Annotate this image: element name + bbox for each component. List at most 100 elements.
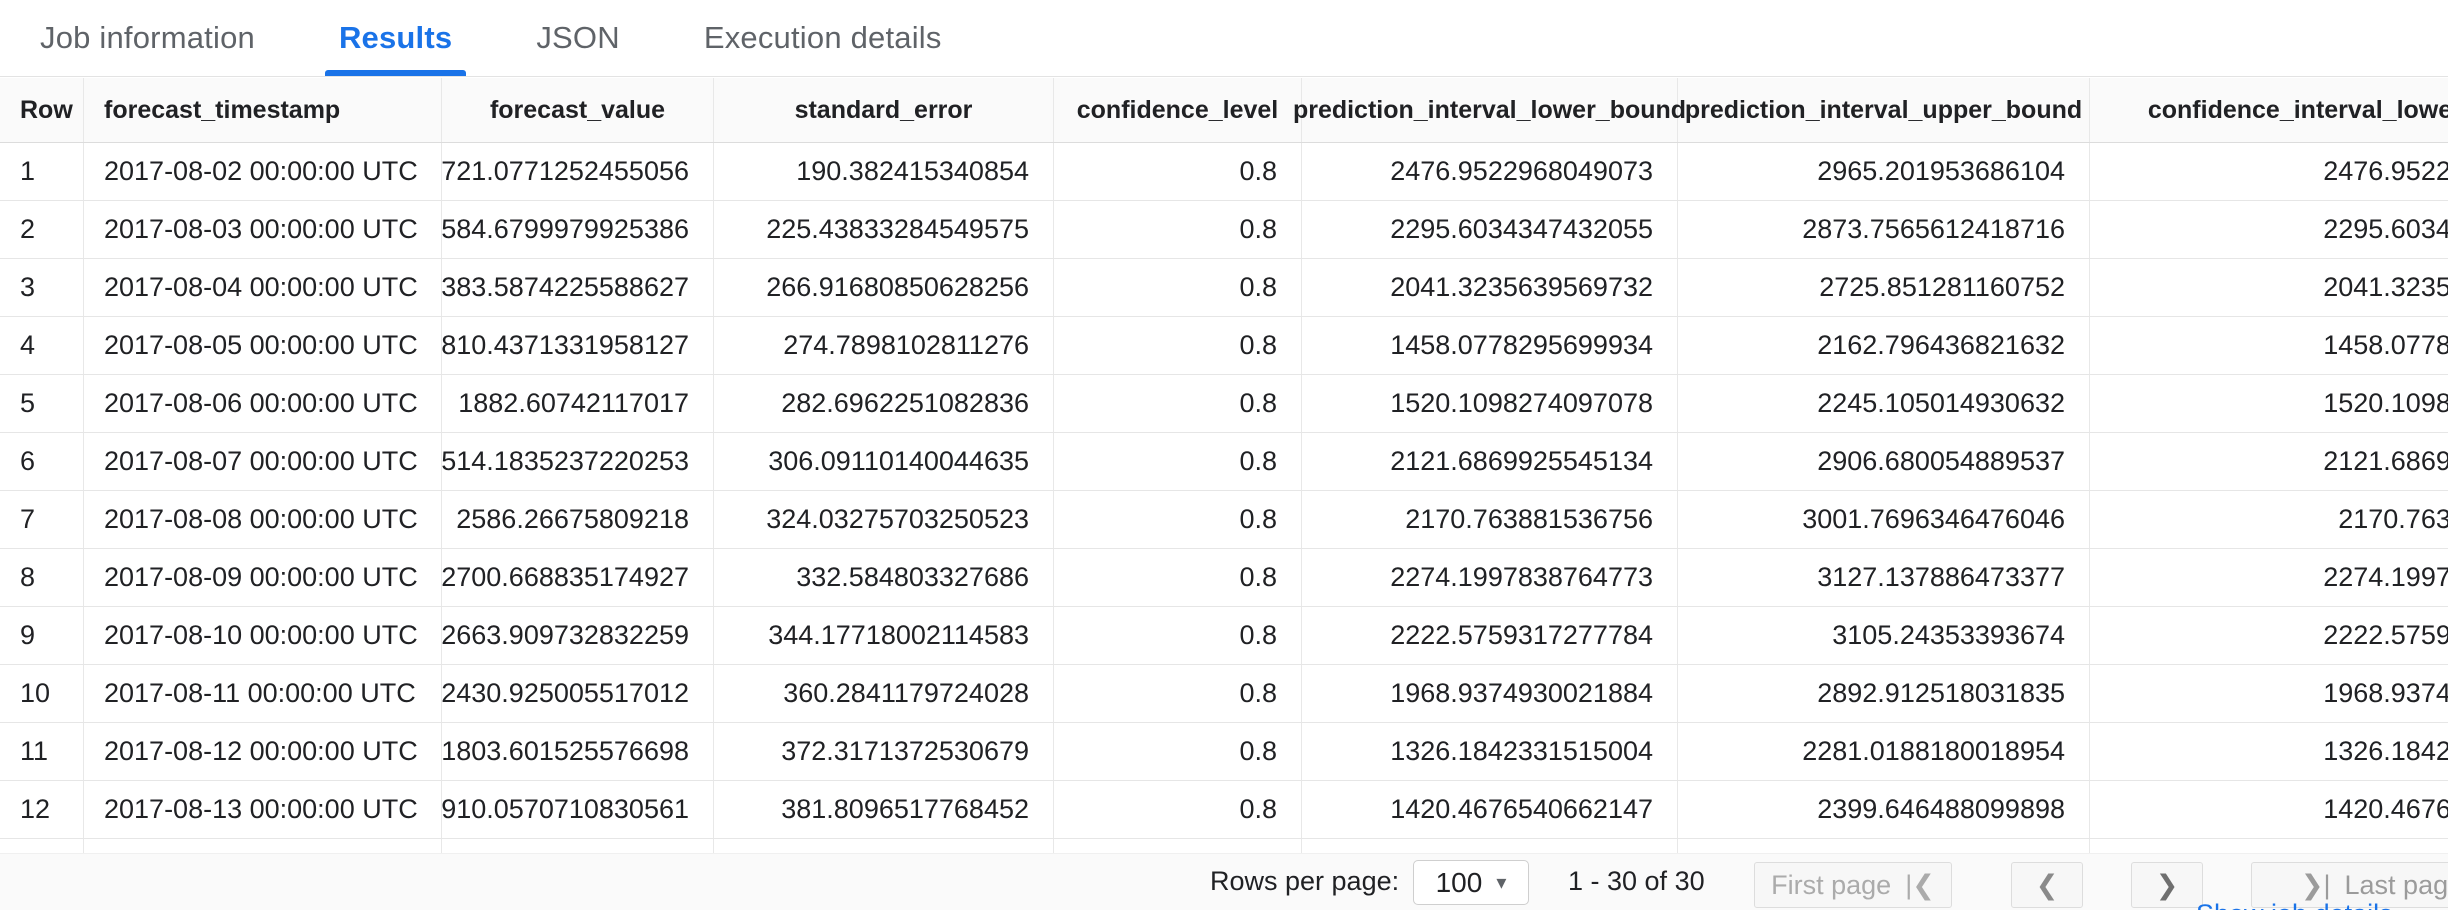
table-body: 1 2017-08-02 00:00:00 UTC 2721.07712524550…: [0, 143, 2448, 856]
cell-confidence_level: 0.8: [1054, 259, 1302, 316]
next-page-button[interactable]: ❯: [2131, 862, 2203, 908]
cell-prediction_interval_upper_bound: 2245.105014930632: [1678, 375, 2090, 432]
cell-forecast_value: 1910.0570710830561: [442, 781, 714, 838]
cell-confidence_level: 0.8: [1054, 317, 1302, 374]
cell-row: 9: [0, 607, 84, 664]
first-page-label: First page: [1771, 869, 1892, 900]
cell-forecast_timestamp: 2017-08-13 00:00:00 UTC: [84, 781, 442, 838]
cell-row: 3: [0, 259, 84, 316]
cell-standard_error: 306.09110140044635: [714, 433, 1054, 490]
cell-forecast_timestamp: 2017-08-08 00:00:00 UTC: [84, 491, 442, 548]
cell-confidence_level: 0.8: [1054, 549, 1302, 606]
cell-row: 12: [0, 781, 84, 838]
results-table: Row forecast_timestamp forecast_value stand…: [0, 78, 2448, 856]
previous-page-button[interactable]: ❮: [2011, 862, 2083, 908]
cell-prediction_interval_lower_bound: 2274.1997838764773: [1302, 549, 1678, 606]
rows-per-page-select[interactable]: 100 ▾: [1413, 860, 1529, 905]
column-header-forecast_timestamp: forecast_timestamp: [84, 78, 442, 142]
cell-empty: [714, 839, 1054, 856]
cell-forecast_timestamp: 2017-08-12 00:00:00 UTC: [84, 723, 442, 780]
cell-empty: [84, 839, 442, 856]
cell-standard_error: 282.6962251082836: [714, 375, 1054, 432]
cell-prediction_interval_upper_bound: 2965.201953686104: [1678, 143, 2090, 200]
cell-confidence_interval_lower_bound: 2121.6869925545134: [2323, 446, 2448, 476]
table-row: 2 2017-08-03 00:00:00 UTC 2584.67999799253…: [0, 201, 2448, 259]
cell-empty: [1054, 839, 1302, 856]
cell-row: 1: [0, 143, 84, 200]
cell-confidence_level: 0.8: [1054, 201, 1302, 258]
cell-standard_error: 360.2841179724028: [714, 665, 1054, 722]
cell-standard_error: 332.584803327686: [714, 549, 1054, 606]
chevron-right-icon: ❯: [2155, 869, 2179, 900]
cell-empty: [0, 839, 84, 856]
cell-confidence_level: 0.8: [1054, 491, 1302, 548]
table-row: 8 2017-08-09 00:00:00 UTC 2700.66883517492…: [0, 549, 2448, 607]
cell-forecast_value: 2586.26675809218: [442, 491, 714, 548]
cell-forecast_value: 2584.6799979925386: [442, 201, 714, 258]
column-header-prediction_interval_lower_bound: prediction_interval_lower_bound: [1293, 78, 1686, 142]
cell-prediction_interval_lower_bound: 2295.6034347432055: [1302, 201, 1678, 258]
cell-prediction_interval_lower_bound: 1968.9374930021884: [1302, 665, 1678, 722]
cell-prediction_interval_upper_bound: 3001.7696346476046: [1678, 491, 2090, 548]
cell-prediction_interval_upper_bound: 2873.7565612418716: [1678, 201, 2090, 258]
first-page-icon: |❮: [1905, 869, 1935, 900]
cell-confidence_level: 0.8: [1054, 375, 1302, 432]
cell-prediction_interval_upper_bound: 2281.0188180018954: [1678, 723, 2090, 780]
cell-row: 7: [0, 491, 84, 548]
table-row: 9 2017-08-10 00:00:00 UTC 2663.90973283225…: [0, 607, 2448, 665]
cell-prediction_interval_lower_bound: 1458.0778295699934: [1302, 317, 1678, 374]
cell-prediction_interval_upper_bound: 2892.912518031835: [1678, 665, 2090, 722]
table-row: 6 2017-08-07 00:00:00 UTC 2514.18352372202…: [0, 433, 2448, 491]
table-row: 3 2017-08-04 00:00:00 UTC 2383.58742255886…: [0, 259, 2448, 317]
cell-standard_error: 225.43833284549575: [714, 201, 1054, 258]
tab-results[interactable]: Results: [324, 0, 467, 76]
cell-prediction_interval_upper_bound: 2162.796436821632: [1678, 317, 2090, 374]
table-row: 10 2017-08-11 00:00:00 UTC 2430.9250055170…: [0, 665, 2448, 723]
table-row: 12 2017-08-13 00:00:00 UTC 1910.0570710830…: [0, 781, 2448, 839]
cell-row: 2: [0, 201, 84, 258]
column-header-confidence_interval_lower_bound: confidence_interval_lower_bound: [2147, 95, 2448, 124]
cell-forecast_value: 2514.1835237220253: [442, 433, 714, 490]
cell-empty: [442, 839, 714, 856]
last-page-button[interactable]: ❯| Last page: [2251, 862, 2448, 908]
cell-row: 8: [0, 549, 84, 606]
cell-forecast_timestamp: 2017-08-09 00:00:00 UTC: [84, 549, 442, 606]
cell-forecast_value: 1810.4371331958127: [442, 317, 714, 374]
cell-forecast_value: 2430.925005517012: [442, 665, 714, 722]
cell-prediction_interval_lower_bound: 2121.6869925545134: [1302, 433, 1678, 490]
cell-confidence_level: 0.8: [1054, 143, 1302, 200]
first-page-button[interactable]: First page |❮: [1754, 862, 1952, 908]
cell-forecast_timestamp: 2017-08-02 00:00:00 UTC: [84, 143, 442, 200]
cell-forecast_value: 2700.668835174927: [442, 549, 714, 606]
table-row: 1 2017-08-02 00:00:00 UTC 2721.07712524550…: [0, 143, 2448, 201]
column-header-row: Row: [0, 78, 84, 142]
cell-confidence_interval_lower_bound: 1420.4676540662147: [2323, 794, 2448, 824]
cell-prediction_interval_lower_bound: 2170.763881536756: [1302, 491, 1678, 548]
tab-json[interactable]: JSON: [536, 20, 620, 55]
cell-forecast_timestamp: 2017-08-05 00:00:00 UTC: [84, 317, 442, 374]
cell-confidence_interval_lower_bound: 1326.1842331515004: [2323, 736, 2448, 766]
cell-prediction_interval_upper_bound: 2906.680054889537: [1678, 433, 2090, 490]
cell-prediction_interval_lower_bound: 2041.3235639569732: [1302, 259, 1678, 316]
cell-standard_error: 324.03275703250523: [714, 491, 1054, 548]
tab-execution-details[interactable]: Execution details: [703, 20, 942, 55]
tab-job-information[interactable]: Job information: [40, 20, 255, 55]
cell-forecast_timestamp: 2017-08-06 00:00:00 UTC: [84, 375, 442, 432]
cell-prediction_interval_lower_bound: 1326.1842331515004: [1302, 723, 1678, 780]
cell-standard_error: 190.382415340854: [714, 143, 1054, 200]
cell-prediction_interval_lower_bound: 1420.4676540662147: [1302, 781, 1678, 838]
cell-confidence_level: 0.8: [1054, 723, 1302, 780]
cell-empty: [1678, 839, 2090, 856]
clipped-blue-link[interactable]: Show job details: [2196, 899, 2393, 910]
cell-prediction_interval_upper_bound: 2399.646488099898: [1678, 781, 2090, 838]
cell-row: 10: [0, 665, 84, 722]
cell-confidence_interval_lower_bound: 1968.9374930021884: [2323, 678, 2448, 708]
cell-empty: [1302, 839, 1678, 856]
cell-confidence_interval_lower_bound: 2041.3235639569732: [2323, 272, 2448, 302]
cell-prediction_interval_lower_bound: 1520.1098274097078: [1302, 375, 1678, 432]
cell-forecast_timestamp: 2017-08-10 00:00:00 UTC: [84, 607, 442, 664]
cell-forecast_value: 1882.60742117017: [442, 375, 714, 432]
cell-row: 11: [0, 723, 84, 780]
rows-per-page-value: 100: [1435, 866, 1483, 898]
